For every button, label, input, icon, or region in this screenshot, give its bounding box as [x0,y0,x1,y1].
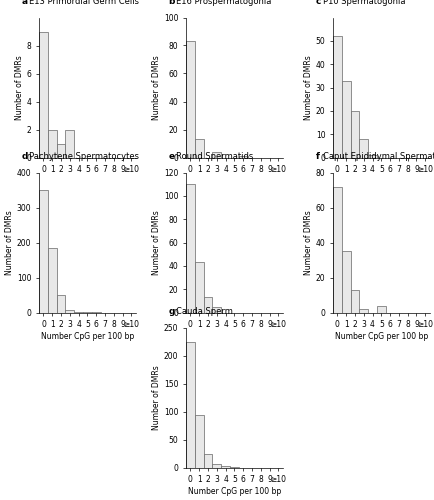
X-axis label: Number CpG per 100 bp: Number CpG per 100 bp [188,332,281,341]
X-axis label: Number CpG per 100 bp: Number CpG per 100 bp [41,332,134,341]
Bar [333,36,342,158]
Y-axis label: Number of DMRs: Number of DMRs [152,210,161,275]
Y-axis label: Number of DMRs: Number of DMRs [304,210,313,275]
Text: a: a [22,0,28,6]
Bar [230,467,239,468]
Bar [195,416,204,468]
Bar [212,306,221,312]
X-axis label: Number CpG per 100 bp: Number CpG per 100 bp [335,177,428,186]
Y-axis label: Number of DMRs: Number of DMRs [15,55,24,120]
Text: c: c [316,0,321,6]
Bar [66,130,74,158]
X-axis label: Number CpG per 100 bp: Number CpG per 100 bp [41,177,134,186]
Bar [359,309,368,312]
Bar [186,42,195,158]
Y-axis label: Number of DMRs: Number of DMRs [152,365,161,430]
Bar [212,152,221,158]
Y-axis label: Number of DMRs: Number of DMRs [5,210,14,275]
Bar [195,140,204,158]
Bar [195,262,204,312]
Text: E16 Prospermatogonia: E16 Prospermatogonia [176,0,272,6]
Y-axis label: Number of DMRs: Number of DMRs [152,55,161,120]
X-axis label: Number CpG per 100 bp: Number CpG per 100 bp [188,487,281,496]
Bar [221,466,230,468]
Bar [39,32,48,158]
Text: b: b [169,0,175,6]
Bar [57,144,66,158]
Bar [351,111,359,158]
X-axis label: Number CpG per 100 bp: Number CpG per 100 bp [335,332,428,341]
Text: d: d [22,152,28,162]
Bar [204,298,212,312]
Bar [186,184,195,312]
Bar [359,139,368,158]
Text: Caput Epididymal Spermatozoa: Caput Epididymal Spermatozoa [323,152,434,162]
Bar [66,310,74,312]
Bar [239,156,247,158]
Bar [342,80,351,158]
Text: P10 Spermatogonia: P10 Spermatogonia [323,0,406,6]
Bar [57,295,66,312]
Bar [368,155,377,158]
Bar [204,454,212,468]
Text: e: e [169,152,175,162]
Bar [342,251,351,312]
Text: Pachytene Spermatocytes: Pachytene Spermatocytes [30,152,139,162]
Text: Round Spermatids: Round Spermatids [176,152,253,162]
Text: E13 Primordial Germ Cells: E13 Primordial Germ Cells [30,0,139,6]
Bar [186,342,195,468]
Text: Cauda Sperm: Cauda Sperm [176,308,233,316]
Text: f: f [316,152,319,162]
Bar [212,464,221,468]
Bar [377,306,386,312]
Bar [48,248,57,312]
Bar [351,290,359,312]
Bar [48,130,57,158]
Bar [333,186,342,312]
Y-axis label: Number of DMRs: Number of DMRs [304,55,313,120]
Bar [39,190,48,312]
X-axis label: Number CpG per 100 bp: Number CpG per 100 bp [188,177,281,186]
Text: g: g [169,308,175,316]
